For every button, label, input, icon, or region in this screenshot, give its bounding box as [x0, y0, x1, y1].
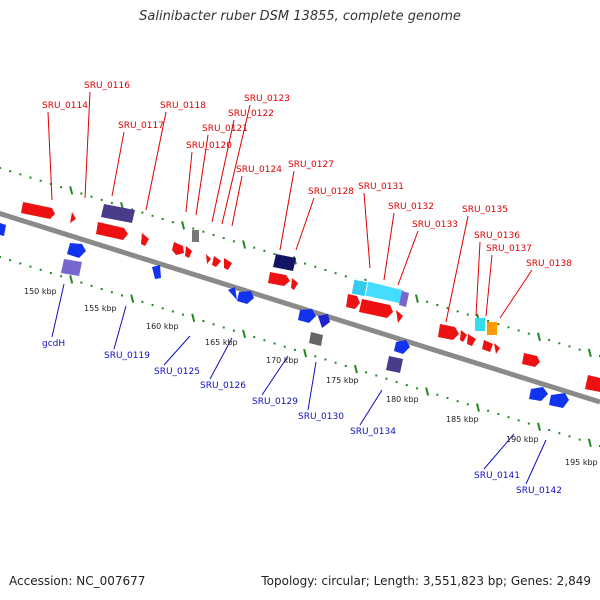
gene-SRU_0122 — [185, 246, 192, 258]
gene-SRU_0117 — [101, 204, 135, 223]
gene-SRU_0137-rna — [487, 322, 497, 335]
reverse-gene-label: SRU_0126 — [200, 381, 246, 391]
forward-gene-label: SRU_0123 — [244, 94, 290, 104]
gene-SRU_0120 — [141, 233, 149, 246]
gene-labels: SRU_0114 SRU_0116 SRU_0117 SRU_0118 SRU_0120… — [42, 81, 572, 496]
forward-gene-label: SRU_0117 — [118, 121, 164, 131]
gene-SRU_0137 — [482, 340, 493, 352]
gene-SRU_0132-part — [399, 291, 409, 307]
forward-gene-label: SRU_0124 — [236, 165, 282, 175]
reverse-gene-label: SRU_0130 — [298, 412, 344, 422]
forward-gene-label: SRU_0138 — [526, 259, 572, 269]
forward-gene-label: SRU_0114 — [42, 101, 88, 111]
forward-gene-label: SRU_0132 — [388, 202, 434, 212]
reverse-gene-label: gcdH — [42, 339, 65, 349]
ruler-tick-label: 165 kbp — [205, 338, 238, 347]
gene-far-right — [585, 375, 600, 392]
gene-SRU_0133 — [359, 299, 393, 318]
forward-features — [21, 202, 600, 392]
gene-SRU_0116 — [70, 212, 76, 223]
gene-gcdH — [61, 259, 82, 276]
gene-SRU_0135 — [438, 324, 459, 340]
gene-SRU_0118 — [96, 222, 128, 240]
gene-SRU_0134 — [386, 356, 403, 373]
ruler-tick-label: 195 kbp — [565, 458, 598, 467]
forward-gene-label: SRU_0135 — [462, 205, 508, 215]
gene-SRU_0137b — [494, 343, 500, 354]
gene-SRU_0133b — [396, 310, 403, 323]
map-title: Salinibacter ruber DSM 13855, complete g… — [139, 9, 461, 24]
gene-SRU_0128a — [268, 272, 290, 286]
reverse-gene-label: SRU_0141 — [474, 471, 520, 481]
gene-SRU_0123-pseudo — [192, 230, 199, 242]
ruler-tick-label: 150 kbp — [24, 287, 57, 296]
gene-SRU_0142 — [549, 393, 569, 408]
gene-SRU_0124b — [212, 256, 221, 267]
gene-SRU_0127 — [273, 254, 296, 271]
ruler-tick-label: 175 kbp — [326, 376, 359, 385]
ruler-tick-label: 170 kbp — [266, 356, 299, 365]
forward-gene-label: SRU_0128 — [308, 187, 354, 197]
gene-left-edge — [0, 223, 6, 236]
reverse-gene-label: SRU_0125 — [154, 367, 200, 377]
tick-track-inner — [0, 256, 600, 448]
gene-SRU_0136 — [467, 334, 476, 346]
ruler-tick-label: 185 kbp — [446, 415, 479, 424]
ruler-tick-label: 160 kbp — [146, 322, 179, 331]
gene-SRU_0135b — [460, 330, 467, 342]
reverse-gene-label: SRU_0129 — [252, 397, 298, 407]
genome-backbone — [0, 210, 600, 405]
gene-SRU_0132 — [346, 294, 360, 309]
forward-gene-label: SRU_0133 — [412, 220, 458, 230]
gene-SRU_0130 — [309, 332, 323, 346]
ruler-tick-label: 190 kbp — [506, 435, 539, 444]
ruler-tick-label: 155 kbp — [84, 304, 117, 313]
forward-gene-label: SRU_0122 — [228, 109, 274, 119]
gene-SRU_0138 — [522, 353, 540, 367]
gene-SRU_0141 — [529, 387, 548, 401]
gene-SRU_0134a — [394, 340, 410, 354]
genome-summary: Topology: circular; Length: 3,551,823 bp… — [261, 574, 591, 588]
gene-SRU_0124a — [206, 254, 211, 264]
gene-SRU_0129a — [298, 309, 316, 323]
forward-gene-label: SRU_0118 — [160, 101, 206, 111]
forward-gene-label: SRU_0120 — [186, 141, 232, 151]
gene-SRU_0124c — [224, 258, 232, 270]
gene-SRU_0128b — [291, 278, 298, 290]
forward-gene-label: SRU_0116 — [84, 81, 130, 91]
forward-gene-label: SRU_0127 — [288, 160, 334, 170]
forward-gene-label: SRU_0136 — [474, 231, 520, 241]
gene-SRU_0136-rna — [475, 318, 485, 331]
gene-SRU_0125 — [228, 287, 237, 300]
forward-gene-label: SRU_0137 — [486, 244, 532, 254]
reverse-features — [0, 223, 569, 408]
forward-gene-label: SRU_0131 — [358, 182, 404, 192]
gene-SRU_0114 — [21, 202, 55, 219]
gene-SRU_0121 — [172, 242, 184, 255]
gene-SRU_0126 — [237, 291, 254, 304]
reverse-gene-label: SRU_0119 — [104, 351, 150, 361]
gene-rev-68 — [67, 243, 86, 258]
gene-SRU_0119 — [152, 265, 161, 279]
tick-track-outer — [0, 167, 600, 358]
ruler-labels: 150 kbp 155 kbp 160 kbp 165 kbp 170 kbp 175 k… — [24, 287, 598, 467]
reverse-gene-label: SRU_0134 — [350, 427, 396, 437]
accession-text: Accession: NC_007677 — [9, 574, 146, 588]
ruler-tick-label: 180 kbp — [386, 395, 419, 404]
forward-gene-label: SRU_0121 — [202, 124, 248, 134]
gene-SRU_0129b — [318, 314, 330, 328]
reverse-gene-label: SRU_0142 — [516, 486, 562, 496]
